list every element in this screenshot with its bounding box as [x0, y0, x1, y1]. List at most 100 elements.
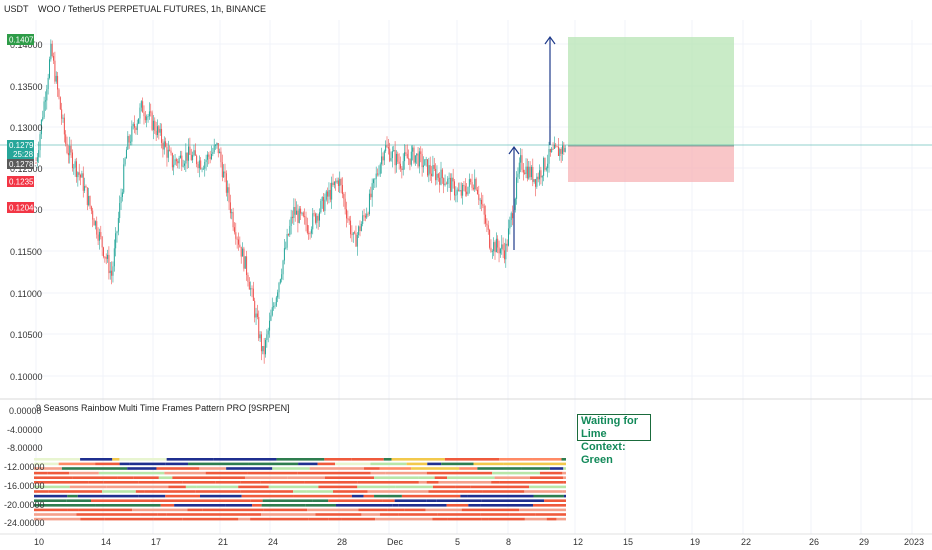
candle-body [231, 212, 233, 214]
rainbow-segment [287, 476, 325, 479]
candle-body [143, 112, 145, 117]
rainbow-segment [153, 517, 183, 521]
low-price-text: 0.12040 [9, 204, 38, 213]
time-axis[interactable]: 10 14 17 21 24 28 Dec 5 8 12 15 19 22 26… [34, 537, 924, 547]
candle-body [233, 227, 235, 233]
candle-body [293, 207, 295, 219]
candle-body [131, 126, 133, 142]
rainbow-segment [533, 494, 564, 498]
stop-zone[interactable] [568, 146, 734, 182]
candle-body [290, 216, 292, 226]
candle-body [414, 155, 416, 163]
candle-body [481, 199, 482, 205]
candle-body [193, 150, 195, 156]
time-label: 10 [34, 537, 44, 547]
candle-body [350, 220, 352, 235]
candle-body [219, 151, 221, 154]
rainbow-segment [432, 517, 448, 521]
rainbow-segment [133, 476, 159, 479]
candle-body [178, 157, 180, 164]
rainbow-segment [240, 481, 261, 484]
candle-body [471, 181, 473, 188]
candle-body [371, 183, 373, 198]
candle-body [539, 170, 541, 180]
rainbow-segment [117, 476, 134, 479]
rainbow-segment [293, 494, 352, 498]
rainbow-segment [200, 494, 242, 498]
arrow-annotation-1[interactable] [508, 145, 520, 250]
rainbow-segment [563, 494, 566, 498]
rainbow-segment [34, 504, 96, 507]
candle-body [337, 180, 339, 186]
candle-body [63, 117, 65, 135]
candle-body [325, 191, 327, 200]
candle-body [355, 233, 357, 247]
candle-body [88, 196, 90, 205]
candle-body [50, 43, 52, 60]
candle-body [209, 156, 211, 160]
candle-body [556, 146, 558, 148]
candle-body [391, 151, 393, 159]
rainbow-segment [158, 476, 173, 479]
candle-body [282, 260, 284, 275]
candle-body [194, 150, 196, 156]
rainbow-segment [374, 476, 419, 479]
rainbow-segment [34, 499, 67, 502]
candle-body [459, 189, 461, 191]
rainbow-segment [215, 481, 241, 484]
rainbow-segment [261, 504, 306, 507]
candle-body [483, 205, 485, 215]
symbol-title[interactable]: WOO / TetherUS PERPETUAL FUTURES, 1h, BI… [38, 4, 266, 14]
candle-body [159, 128, 161, 133]
rainbow-segment [48, 490, 103, 493]
rainbow-segment [240, 490, 294, 493]
rainbow-segment [308, 517, 329, 521]
candle-body [81, 173, 83, 178]
indicator-title[interactable]: 9 Seasons Rainbow Multi Time Frames Patt… [36, 403, 290, 413]
candle-body [115, 233, 117, 249]
rainbow-segment [34, 490, 49, 493]
candle-body [348, 218, 350, 221]
candle-body [520, 155, 522, 163]
candle-body [340, 178, 342, 185]
candle-body [300, 208, 302, 214]
rainbow-segment [459, 467, 478, 470]
candle-body [84, 186, 86, 191]
last-price-text: 0.12795 [9, 141, 38, 150]
candle-body [451, 177, 453, 192]
candle-body [270, 315, 272, 321]
candle-body [456, 189, 458, 195]
candle-body [49, 59, 50, 78]
candle-body [321, 197, 323, 201]
candle-body [563, 145, 565, 152]
rainbow-segment [401, 494, 461, 498]
target-zone[interactable] [568, 37, 734, 146]
rainbow-segment [298, 462, 318, 466]
time-label: 24 [268, 537, 278, 547]
rainbow-segment [47, 471, 70, 475]
price-badges: 0.14077 0.12795 25:28 0.12782 0.12357 0.… [7, 34, 38, 213]
candle-body [86, 187, 88, 205]
candle-body [43, 101, 45, 118]
candle-body [204, 161, 206, 169]
rainbow-segment [268, 485, 319, 489]
candle-body [47, 77, 49, 90]
candle-body [521, 155, 523, 170]
indicator-axis[interactable]: 0.00000 -4.00000 -8.00000 -12.00000 -16.… [4, 406, 45, 528]
rainbow-segment [506, 458, 533, 461]
rainbow-segment [172, 476, 238, 479]
candle-body [551, 148, 553, 153]
rainbow-segment [144, 490, 196, 493]
rainbow-segment [394, 499, 427, 502]
arrow-annotation-2[interactable] [544, 35, 556, 145]
rainbow-segment [168, 485, 186, 489]
rainbow-segment [563, 467, 566, 470]
candle-body [289, 225, 291, 236]
candle-body [286, 234, 288, 248]
candle-body [73, 167, 75, 169]
candle-body [174, 159, 176, 165]
candle-body [294, 207, 296, 215]
time-label: 26 [809, 537, 819, 547]
candle-body [508, 228, 509, 246]
